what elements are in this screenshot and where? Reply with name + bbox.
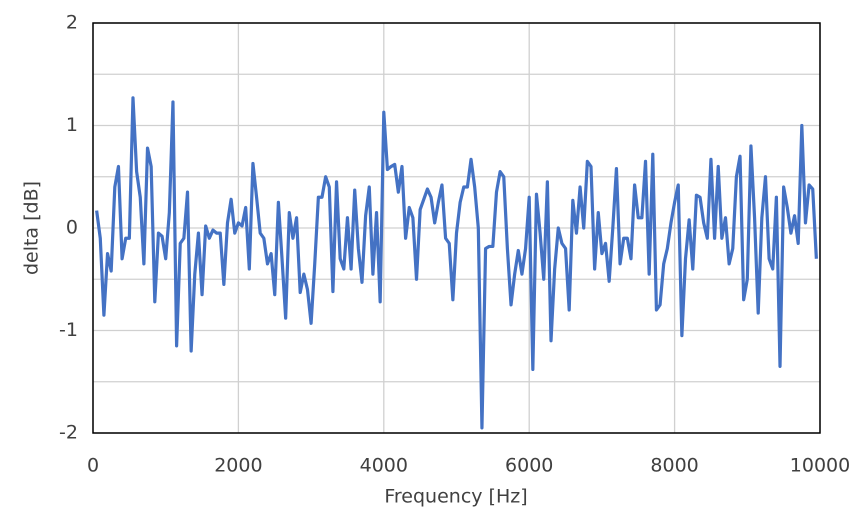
x-tick-label: 10000 [790, 455, 850, 477]
x-tick-label: 6000 [505, 455, 553, 477]
y-tick-label: 0 [66, 217, 78, 239]
y-tick-label: -2 [59, 422, 78, 444]
y-tick-label: -1 [59, 319, 78, 341]
y-tick-label: 1 [66, 114, 78, 136]
plot-border [92, 22, 821, 434]
x-tick-label: 0 [87, 455, 99, 477]
y-tick-label: 2 [66, 12, 78, 34]
x-tick-label: 2000 [214, 455, 262, 477]
data-line [95, 96, 818, 430]
x-axis-title: Frequency [Hz] [384, 486, 527, 508]
x-tick-label: 8000 [650, 455, 698, 477]
y-axis-title: delta [dB] [21, 181, 43, 275]
x-tick-label: 4000 [360, 455, 408, 477]
